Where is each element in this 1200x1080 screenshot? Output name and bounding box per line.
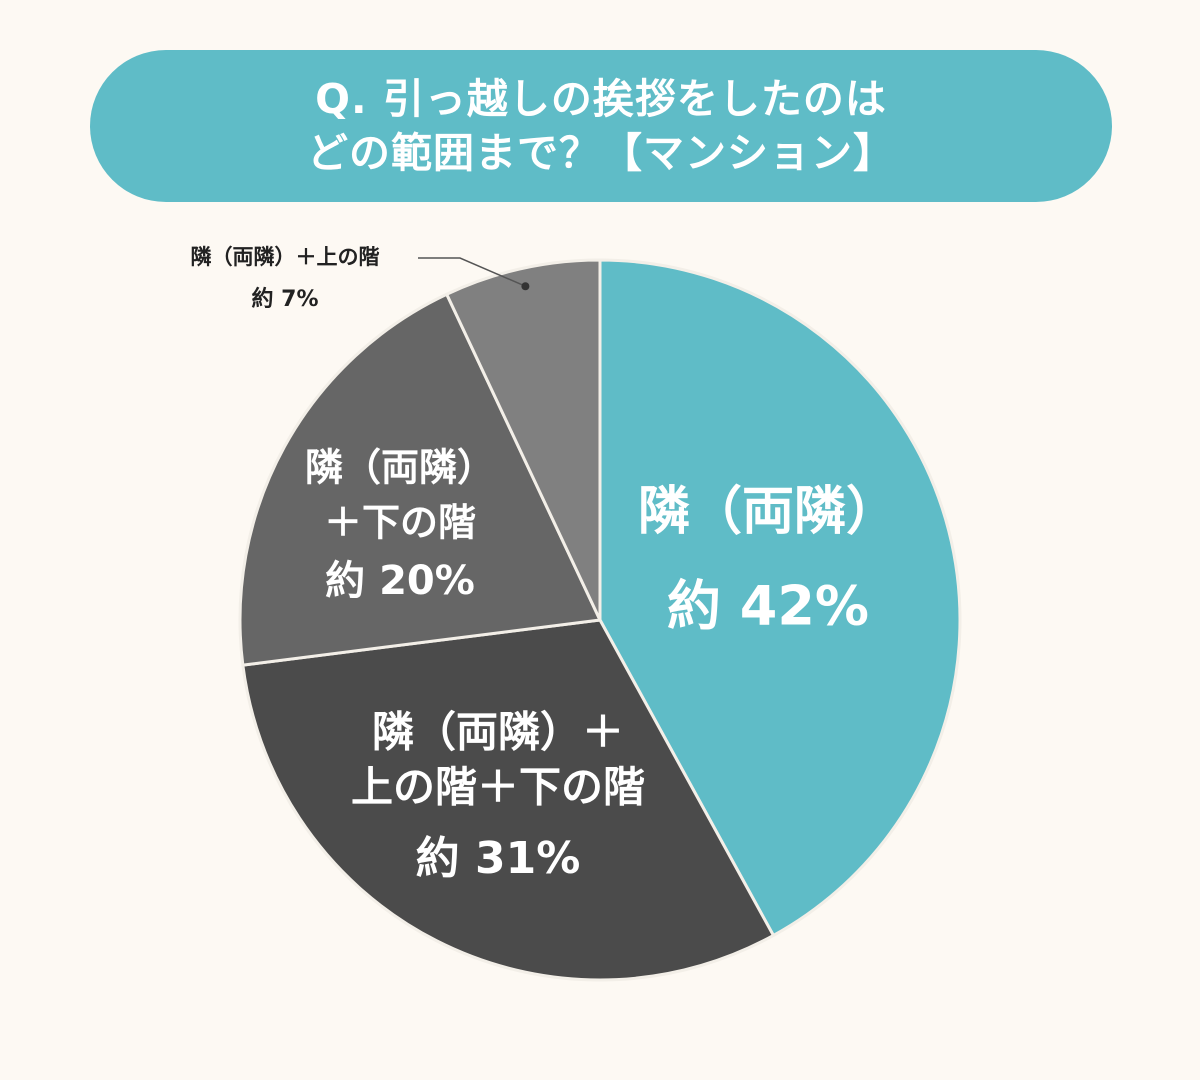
slice-value-2: 約 31%: [416, 833, 581, 884]
pie-slice-3: [238, 292, 602, 667]
slice-label-4-line-1: 隣（両隣）＋上の階: [191, 245, 380, 269]
slice-label-2-line-1: 隣（両隣）＋: [372, 708, 624, 757]
slice-label-2-line-2: 上の階＋下の階: [351, 763, 645, 812]
pie-slice-1: [598, 258, 962, 937]
slice-value-1: 約 42%: [667, 575, 869, 638]
slice-label-3-line-2: ＋下の階: [324, 501, 476, 545]
slice-label-1-line-1: 隣（両隣）: [638, 482, 898, 542]
slice-value-4: 約 7%: [251, 286, 318, 312]
leader-line: [418, 257, 526, 287]
pie-slice-2: [241, 618, 775, 982]
pie-slice-4: [445, 258, 602, 622]
slice-value-3: 約 20%: [325, 558, 475, 604]
slice-label-3-line-1: 隣（両隣）: [305, 446, 495, 490]
title-line-2: どの範囲まで？【マンション】: [307, 129, 895, 177]
title-line-1: Q. 引っ越しの挨拶をしたのは: [315, 75, 887, 123]
title-banner: Q. 引っ越しの挨拶をしたのは どの範囲まで？【マンション】: [90, 50, 1112, 202]
leader-dot: [521, 282, 530, 291]
